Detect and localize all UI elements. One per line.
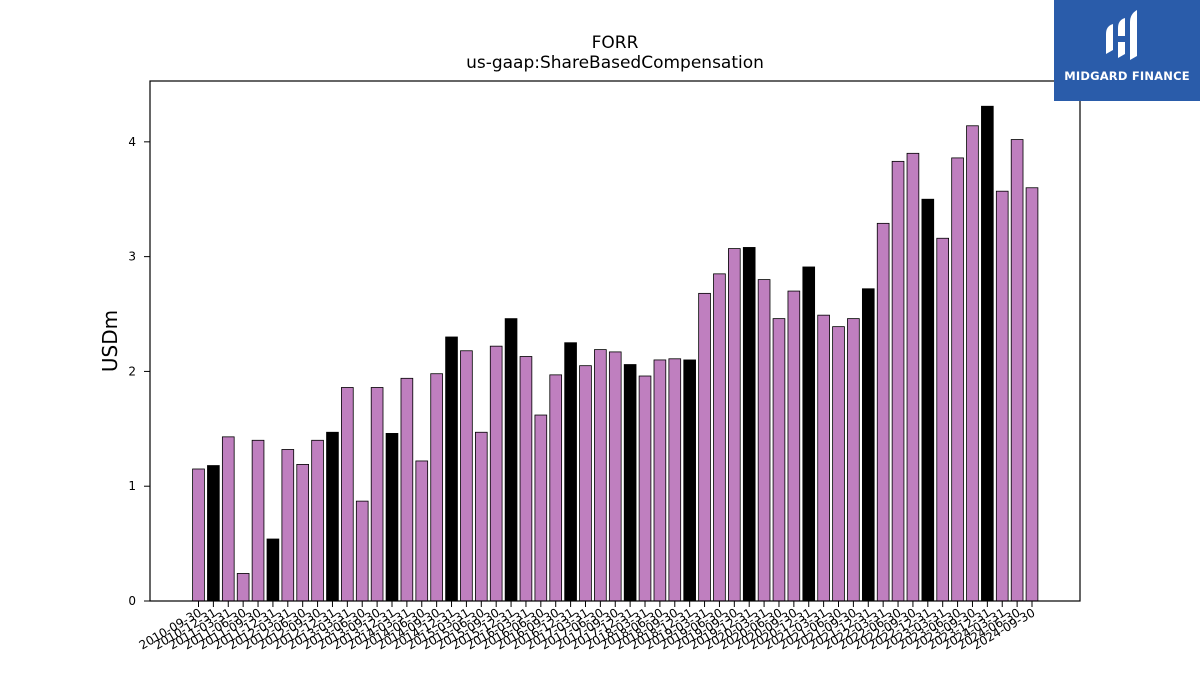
bar-2016-12-31 — [564, 342, 577, 602]
plot-frame — [149, 80, 1081, 602]
bar-2013-12-31 — [385, 433, 399, 602]
bar-2019-06-30 — [713, 273, 726, 602]
bar-2022-06-30 — [891, 160, 905, 602]
bar-2019-12-31 — [742, 247, 756, 602]
bar-2021-03-31 — [817, 314, 830, 602]
bar-2017-03-31 — [579, 365, 592, 602]
bar-2011-06-30 — [236, 573, 250, 602]
bar-2023-12-31 — [981, 105, 994, 602]
bar-2015-03-31 — [460, 350, 473, 602]
bar-2017-09-30 — [608, 351, 622, 602]
bar-2022-03-31 — [876, 222, 890, 602]
bar-2023-03-31 — [936, 237, 949, 602]
bar-2011-03-31 — [221, 436, 235, 602]
bar-2013-06-30 — [355, 500, 369, 602]
bar-2016-03-31 — [519, 356, 533, 602]
bar-2018-03-31 — [638, 375, 652, 602]
midgard-m-logo-icon — [1106, 10, 1137, 60]
bar-2015-09-30 — [489, 345, 503, 602]
logo-text: MIDGARD FINANCE — [1064, 69, 1190, 83]
bar-2014-06-30 — [415, 460, 429, 602]
bar-2019-03-31 — [698, 292, 711, 602]
bar-2015-12-31 — [504, 318, 518, 602]
chart-subtitle: us-gaap:ShareBasedCompensation — [466, 53, 764, 73]
bar-2014-09-30 — [430, 373, 443, 602]
midgard-finance-logo: MIDGARD FINANCE — [1054, 0, 1200, 101]
bar-2017-12-31 — [623, 364, 637, 602]
bar-2020-03-31 — [757, 279, 771, 602]
bar-2016-06-30 — [534, 414, 548, 602]
bar-2023-06-30 — [951, 157, 964, 602]
y-ticks-group: 0 1 2 3 4 — [128, 135, 150, 608]
bar-2012-12-31 — [326, 431, 339, 602]
bar-2013-03-31 — [341, 387, 354, 602]
bar-2021-06-30 — [832, 326, 845, 602]
y-tick-label: 0 — [128, 594, 136, 608]
bar-2012-09-30 — [311, 439, 324, 602]
bar-2018-09-30 — [668, 358, 682, 602]
bar-2013-09-30 — [370, 387, 384, 602]
bar-2024-06-30 — [1010, 139, 1024, 602]
bar-2014-12-31 — [445, 336, 458, 602]
bar-2022-09-30 — [906, 152, 920, 602]
bar-2010-12-31 — [207, 465, 220, 602]
bar-2012-06-30 — [296, 463, 309, 602]
bar-2020-06-30 — [772, 318, 786, 602]
bar-2018-06-30 — [653, 359, 667, 602]
bars-group — [192, 105, 1039, 602]
y-tick-label: 2 — [128, 364, 136, 378]
y-axis-label: USDm — [98, 310, 122, 372]
bar-2023-09-30 — [966, 125, 979, 602]
bar-2010-09-30 — [192, 468, 205, 602]
bar-2021-09-30 — [847, 318, 860, 602]
x-ticks-group: 2010-09-302010-12-312011-03-312011-06-30… — [137, 601, 1038, 652]
bar-2018-12-31 — [683, 359, 696, 602]
chart-title: FORR — [592, 33, 639, 53]
bar-2011-09-30 — [251, 439, 265, 602]
bar-2021-12-31 — [861, 288, 875, 602]
bar-2020-12-31 — [802, 266, 816, 602]
y-tick-label: 3 — [128, 250, 136, 264]
bar-2015-06-30 — [474, 431, 488, 602]
bar-2016-09-30 — [549, 374, 563, 602]
bar-2014-03-31 — [400, 377, 414, 602]
bar-2019-09-30 — [728, 248, 741, 602]
bar-2024-09-30 — [1025, 187, 1039, 602]
y-tick-label: 4 — [128, 135, 136, 149]
bar-2011-12-31 — [266, 538, 280, 602]
y-tick-label: 1 — [128, 479, 136, 493]
bar-2020-09-30 — [787, 290, 801, 602]
bar-2012-03-31 — [281, 449, 295, 602]
bar-2022-12-31 — [921, 198, 935, 602]
bar-2017-06-30 — [594, 349, 607, 602]
bar-2024-03-31 — [995, 190, 1009, 602]
